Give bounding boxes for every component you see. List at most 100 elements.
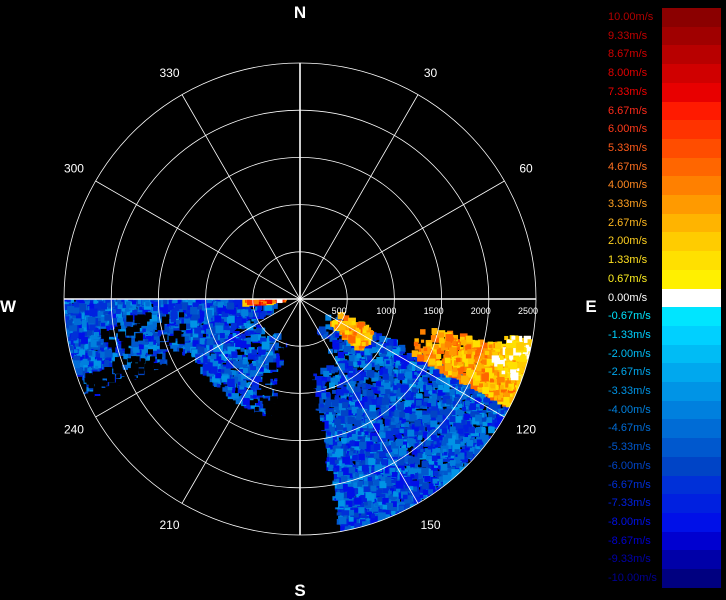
legend-label: -4.67m/s [608,422,651,435]
legend-swatch [662,8,721,27]
legend-label: -0.67m/s [608,310,651,323]
range-label: 2500 [518,306,538,316]
legend-swatch [662,494,721,514]
legend-label: -6.67m/s [608,478,651,491]
legend-swatch [662,438,721,458]
legend-entry: 10.00m/s [605,8,726,27]
legend-label: -7.33m/s [608,497,651,510]
legend-swatch [662,475,721,495]
legend-entry: -1.33m/s [605,325,726,345]
legend-label: -8.67m/s [608,534,651,547]
legend-label: 1.33m/s [608,254,648,267]
legend-swatch [662,512,721,532]
angle-label: 330 [159,66,179,80]
legend-label: 7.33m/s [608,85,648,98]
legend-entry: -2.00m/s [605,344,726,364]
legend-label: -8.00m/s [608,515,651,528]
legend-label: -10.00m/s [608,572,657,584]
legend-label: -5.33m/s [608,441,651,454]
legend-swatch [662,120,721,140]
legend-swatch [662,400,721,420]
range-label: 500 [332,306,347,316]
legend-swatch [662,45,721,65]
legend-label: -2.67m/s [608,366,651,379]
angle-label: 150 [420,518,440,532]
legend-swatch [662,138,721,158]
legend-swatch [662,157,721,177]
legend-label: -4.00m/s [608,403,651,416]
legend-label: 8.00m/s [608,67,648,80]
legend-label: 4.67m/s [608,160,648,173]
angle-label: 240 [64,423,84,437]
spoke-line [181,94,301,300]
legend-label: 10.00m/s [608,11,654,23]
legend-label: 4.00m/s [608,179,648,192]
spoke-line [181,298,301,504]
legend-swatch [662,288,721,308]
legend-swatch [662,569,721,588]
west-label: W [0,297,17,316]
legend-swatch [662,382,721,401]
legend-entry: -4.67m/s [605,419,726,439]
legend-entry: 3.33m/s [605,195,726,214]
legend-swatch [662,531,721,551]
south-label: S [294,581,305,600]
legend-entry: -8.67m/s [605,531,726,551]
legend-label: 2.67m/s [608,216,648,229]
legend-label: -3.33m/s [608,385,651,397]
legend-entry: -6.67m/s [605,475,726,495]
legend-swatch [662,213,721,233]
legend-swatch [662,26,721,46]
spoke-line [95,180,301,300]
angle-label: 300 [64,162,84,176]
legend-entry: -4.00m/s [605,400,726,420]
legend-swatch [662,176,721,196]
legend-entry: -9.33m/s [605,550,726,570]
legend-entry: 2.67m/s [605,213,726,233]
legend-entry: 7.33m/s [605,82,726,102]
legend-label: 5.33m/s [608,141,648,154]
legend-label: 6.00m/s [608,123,648,136]
legend-swatch [662,344,721,364]
legend-label: 0.00m/s [608,291,648,304]
legend-swatch [662,456,721,476]
legend-entry: -5.33m/s [605,438,726,458]
legend-entry: -8.00m/s [605,512,726,532]
angle-label: 120 [516,423,536,437]
legend-swatch [662,195,721,214]
legend-entry: -10.00m/s [605,569,726,588]
legend-label: 0.67m/s [608,272,648,285]
east-label: E [585,297,596,316]
legend-swatch [662,363,721,383]
legend-swatch [662,307,721,327]
legend-label: 2.00m/s [608,235,648,248]
angle-label: 30 [424,66,438,80]
legend-entry: -3.33m/s [605,382,726,401]
legend-entry: 8.00m/s [605,64,726,84]
radar-ppi-plot: 30 60 120 150 210 240 300 330 500 1000 1500 2000 25… [0,3,597,600]
legend-label: -9.33m/s [608,553,651,566]
legend-label: 9.33m/s [608,29,648,42]
angle-label: 210 [159,518,179,532]
legend-swatch [662,101,721,121]
polar-grid [63,62,537,536]
legend-entry: 5.33m/s [605,138,726,158]
legend-entry: 8.67m/s [605,45,726,65]
spoke-line [299,298,505,418]
legend-entry: 0.00m/s [605,288,726,308]
legend-label: -6.00m/s [608,459,651,472]
legend-swatch [662,269,721,289]
legend-entry: -2.67m/s [605,363,726,383]
legend-swatch [662,64,721,84]
legend-swatch [662,325,721,345]
north-label: N [294,3,306,22]
legend-entry: -7.33m/s [605,494,726,514]
range-label: 2000 [471,306,491,316]
range-label: 1500 [424,306,444,316]
range-labels: 500 1000 1500 2000 2500 [332,306,538,316]
legend-entry: 2.00m/s [605,232,726,252]
spoke-line [299,298,419,504]
legend-entry: 9.33m/s [605,26,726,46]
velocity-color-legend: 10.00m/s 9.33m/s 8.67m/s 8.00m/s 7.33m/s 6.67… [605,8,726,592]
legend-entry: 4.67m/s [605,157,726,177]
